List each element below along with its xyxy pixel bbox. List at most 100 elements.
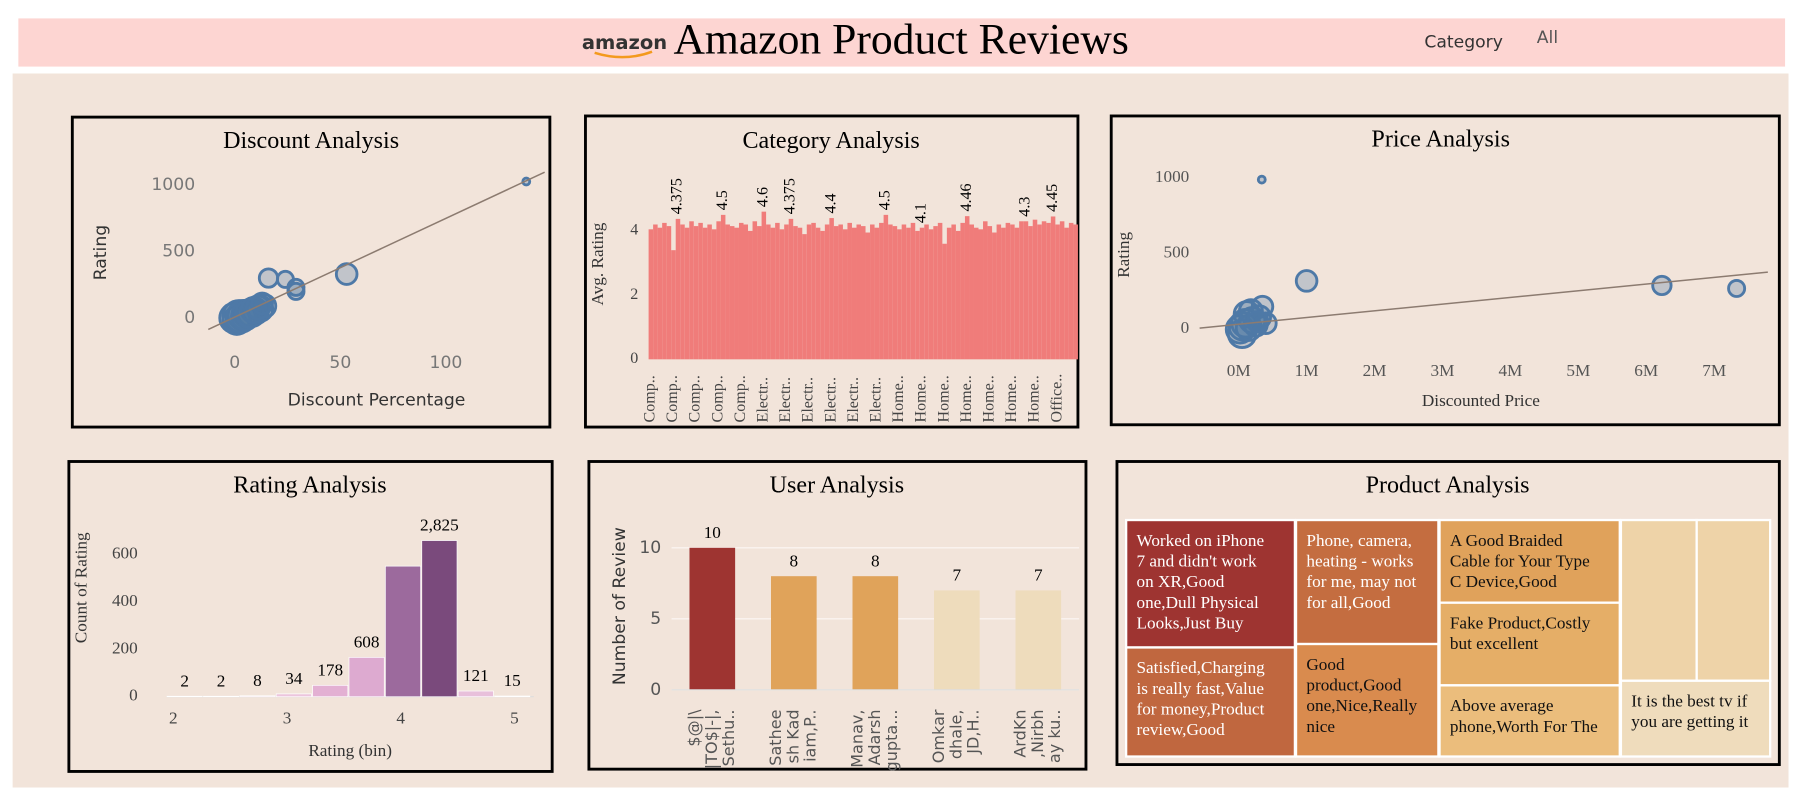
bar: [955, 230, 961, 360]
x-tick-label: Electr..: [822, 377, 839, 423]
y-tick-label: 600: [112, 543, 138, 562]
data-label: 7: [1034, 566, 1043, 585]
bar: [738, 222, 744, 360]
bar: [797, 227, 803, 360]
bar: [1015, 590, 1062, 690]
bar: [1019, 221, 1024, 360]
x-tick-label: Electr..: [755, 377, 772, 423]
data-label: 2,825: [420, 516, 459, 535]
page-title: Amazon Product Reviews: [673, 16, 1128, 64]
bar: [861, 226, 866, 360]
bar: [684, 227, 690, 360]
bar: [793, 226, 798, 360]
bar: [1037, 224, 1042, 360]
panel: [584, 114, 1080, 429]
bar: [1059, 221, 1065, 360]
data-label: 2: [217, 671, 226, 690]
treemap-cell: [1619, 679, 1772, 758]
x-tick-label: Electr..: [800, 377, 817, 423]
treemap-cell: [1125, 518, 1297, 649]
bar: [716, 221, 721, 360]
bar: [729, 226, 735, 360]
bar: [983, 221, 988, 360]
treemap-cell: [1294, 642, 1440, 758]
x-tick-label: Sathee: [766, 709, 785, 765]
x-axis-label: Discount Percentage: [288, 391, 466, 411]
x-tick-label: Home..: [980, 375, 997, 422]
treemap-label: for all,Good: [1306, 593, 1390, 612]
panel: [587, 460, 1088, 771]
x-tick-label: 7M: [1702, 361, 1726, 380]
filter-value[interactable]: All: [1537, 28, 1558, 48]
bar: [820, 230, 825, 360]
treemap-cell: [1619, 518, 1698, 682]
x-tick-label: 50: [329, 353, 351, 373]
bar: [811, 222, 816, 360]
y-axis-label: Avg. Rating: [588, 222, 607, 305]
bar: [937, 222, 943, 360]
y-tick-label: 5: [650, 609, 661, 629]
point: [1294, 269, 1319, 293]
data-label: 10: [704, 523, 721, 542]
bar: [951, 224, 956, 360]
x-tick-label: |TO$|-|,: [702, 709, 721, 769]
trend-line: [1199, 271, 1768, 329]
treemap-cell: [1695, 518, 1772, 682]
x-tick-label: Comp..: [687, 375, 704, 422]
bar: [856, 224, 862, 360]
bar: [924, 224, 929, 360]
treemap-label: It is the best tv if: [1631, 692, 1747, 711]
data-label: 4.4: [822, 193, 839, 213]
y-tick-label: 200: [112, 638, 138, 657]
treemap-label: Looks,Just Buy: [1136, 613, 1243, 632]
treemap-label: product,Good: [1306, 675, 1401, 694]
bar: [824, 224, 830, 360]
bar: [919, 227, 925, 360]
bar: [842, 229, 848, 360]
y-tick-label: 400: [112, 591, 138, 610]
bar: [1064, 227, 1069, 360]
x-tick-label: Office..: [1048, 374, 1065, 423]
x-tick-label: 3: [283, 709, 292, 728]
x-tick-label: dhale,: [946, 709, 965, 759]
x-tick-label: Home..: [935, 375, 952, 422]
bar: [720, 214, 726, 360]
treemap-label: Fake Product,Costly: [1450, 613, 1591, 632]
bar: [1028, 226, 1033, 360]
bar: [752, 221, 758, 360]
x-tick-label: 0M: [1227, 361, 1251, 380]
treemap-label: Good: [1306, 655, 1345, 674]
y-tick-label: 4: [630, 222, 638, 239]
y-tick-label: 0: [650, 680, 661, 700]
filter-label: Category: [1424, 32, 1503, 52]
x-tick-label: 6M: [1634, 361, 1658, 380]
bar: [725, 224, 730, 360]
x-tick-label: 5M: [1566, 361, 1590, 380]
bar: [689, 547, 736, 690]
y-tick-label: 500: [1163, 243, 1189, 262]
x-tick-label: 0: [229, 353, 240, 373]
bar: [312, 684, 349, 698]
y-tick-label: 0: [129, 686, 138, 705]
bar: [784, 224, 789, 360]
chart-title: Product Analysis: [1366, 472, 1530, 498]
bar: [779, 229, 785, 360]
data-label: 2: [180, 671, 189, 690]
x-tick-label: 4M: [1498, 361, 1522, 380]
bar: [385, 565, 421, 698]
bar: [838, 224, 843, 360]
data-label: 4.375: [782, 178, 799, 214]
data-label: 34: [285, 669, 303, 688]
point: [1727, 278, 1747, 298]
data-label: 4.6: [755, 187, 772, 207]
x-tick-label: sh Kad: [783, 709, 802, 763]
bar: [829, 218, 834, 360]
x-tick-label: 100: [430, 353, 463, 373]
bar: [1041, 221, 1047, 360]
y-tick-label: 2: [630, 286, 638, 303]
x-tick-label: Manav,: [848, 709, 867, 767]
bar: [870, 224, 875, 360]
treemap-label: review,Good: [1136, 720, 1225, 739]
bar: [1073, 224, 1078, 360]
bar: [494, 695, 531, 698]
